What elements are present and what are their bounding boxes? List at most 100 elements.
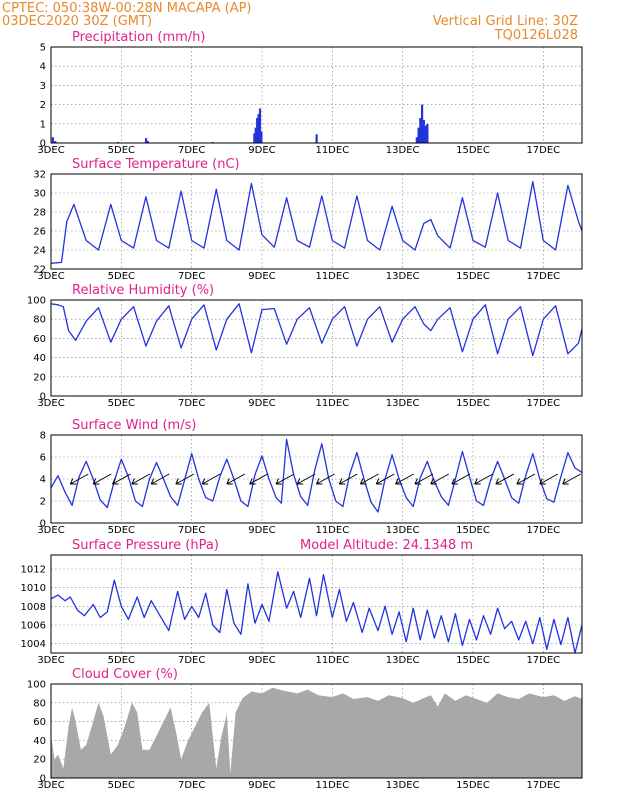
wind-vector-shaft	[275, 473, 295, 485]
precipitation-x-tick-label: 5DEC	[108, 145, 135, 156]
precipitation-bar	[420, 104, 424, 143]
wind-line	[51, 438, 582, 513]
humidity-frame	[50, 299, 583, 397]
wind-vector-shaft	[539, 473, 559, 485]
temperature-x-tick-label: 11DEC	[315, 271, 349, 282]
wind-vector-arrow	[451, 473, 471, 485]
temperature-y-tick-label: 26	[33, 227, 46, 238]
pressure-x-tick-label: 3DEC	[37, 655, 64, 666]
precipitation-bar	[260, 131, 263, 143]
header-station: CPTEC: 050:38W-00:28N MACAPA (AP)	[2, 1, 252, 16]
wind-vector-shaft	[112, 473, 131, 485]
wind-vector-head	[131, 478, 135, 485]
humidity-y-tick-label: 60	[33, 334, 46, 345]
temperature-x-tick-label: 3DEC	[37, 271, 64, 282]
humidity-y-tick-label: 20	[33, 372, 46, 383]
pressure-x-tick-label: 5DEC	[108, 655, 135, 666]
cloud-cover-x-tick-label: 7DEC	[178, 780, 205, 791]
precipitation-y-tick-label: 0	[40, 139, 46, 150]
wind-y-tick-label: 4	[40, 475, 46, 486]
temperature-y-tick-label: 32	[33, 170, 46, 181]
pressure-x-tick-label: 11DEC	[315, 655, 349, 666]
pressure-y-tick-label: 1010	[21, 583, 46, 594]
precipitation-y-tick-label: 3	[40, 81, 46, 92]
wind-vector-arrow	[338, 473, 358, 485]
wind-vector-head	[150, 478, 155, 485]
precipitation-bar	[253, 133, 256, 143]
precipitation-bar	[256, 118, 259, 143]
wind-vector-head	[395, 478, 399, 485]
precipitation-bar	[51, 137, 54, 143]
precipitation-x-tick-label: 7DEC	[178, 145, 205, 156]
humidity-x-tick-label: 5DEC	[108, 398, 135, 409]
wind-vector-shaft	[175, 473, 195, 485]
humidity-y-tick-label: 100	[27, 296, 46, 307]
precipitation-x-tick-label: 9DEC	[248, 145, 275, 156]
header-grid-note: Vertical Grid Line: 30Z	[433, 14, 578, 29]
temperature-title: Surface Temperature (nC)	[72, 157, 240, 172]
precipitation-y-tick-label: 2	[40, 100, 46, 111]
wind-vector-shaft	[376, 473, 395, 485]
pressure-plot	[51, 571, 582, 653]
wind-vector-shaft	[92, 473, 112, 485]
wind-vector-head	[92, 478, 97, 485]
cloud-cover-x-tick-label: 17DEC	[526, 780, 560, 791]
precipitation-x-tick-label: 3DEC	[37, 145, 64, 156]
temperature-x-tick-label: 15DEC	[456, 271, 490, 282]
wind-vector-head	[249, 478, 253, 485]
wind-vector-arrow	[395, 473, 414, 485]
precipitation-x-tick-label: 15DEC	[456, 145, 490, 156]
precipitation-bar	[254, 127, 257, 143]
humidity-line	[51, 303, 582, 357]
pressure-x-tick-label: 17DEC	[526, 655, 560, 666]
precipitation-y-tick-label: 5	[40, 43, 46, 54]
wind-vector-shaft	[414, 473, 434, 485]
wind-y-tick-label: 8	[40, 431, 46, 442]
wind-plot	[51, 438, 582, 513]
humidity-y-tick-label: 40	[33, 353, 46, 364]
wind-vector-arrow	[249, 473, 268, 485]
humidity-x-tick-label: 13DEC	[386, 398, 420, 409]
wind-vector-arrow	[296, 473, 316, 485]
humidity-title: Relative Humidity (%)	[72, 283, 214, 298]
wind-vector-head	[69, 478, 74, 485]
wind-vector-arrow	[360, 473, 379, 485]
cloud-cover-area	[51, 687, 582, 778]
pressure-y-tick-label: 1004	[21, 639, 46, 650]
temperature-panel: 22 24 26 28 30 32 3DEC 5DEC 7DEC 9DEC 11DEC 13DEC 15…	[33, 157, 583, 282]
wind-vector-head	[296, 478, 301, 485]
wind-vector-arrow	[316, 473, 335, 485]
wind-vector-head	[175, 478, 179, 485]
temperature-x-tick-label: 7DEC	[178, 271, 205, 282]
cloud-cover-panel: 0 20 40 60 80 100 3DEC 5DEC 7DEC 9DEC 11DEC 13DEC 15…	[27, 667, 583, 791]
wind-vector-arrow	[275, 473, 295, 485]
wind-title: Surface Wind (m/s)	[72, 418, 196, 433]
cloud-cover-x-tick-label: 13DEC	[386, 780, 420, 791]
pressure-frame	[50, 554, 583, 654]
wind-vector-arrow	[112, 473, 131, 485]
cloud-cover-y-tick-label: 80	[33, 698, 46, 709]
cloud-cover-y-tick-label: 0	[40, 774, 46, 785]
wind-vector-head	[495, 478, 499, 485]
wind-vector-head	[360, 478, 364, 485]
pressure-x-tick-label: 9DEC	[248, 655, 275, 666]
precipitation-bar	[146, 141, 149, 143]
wind-vector-shaft	[562, 473, 581, 485]
precipitation-bar	[257, 114, 260, 143]
precipitation-bar	[144, 138, 148, 143]
wind-vector-arrow	[539, 473, 559, 485]
precipitation-bar	[315, 134, 318, 143]
wind-vector-head	[275, 478, 280, 485]
wind-vector-shaft	[360, 473, 379, 485]
precipitation-bar	[424, 125, 427, 143]
humidity-y-tick-label: 0	[40, 392, 46, 403]
wind-vector-arrow	[516, 473, 536, 485]
header-model-id: TQ0126L028	[494, 28, 578, 43]
wind-vector-shaft	[516, 473, 536, 485]
precipitation-bar	[415, 137, 418, 143]
wind-vector-head	[430, 478, 434, 485]
wind-vector-arrow	[92, 473, 112, 485]
wind-vector-shaft	[70, 473, 89, 485]
pressure-panel: 1004 1006 1008 1010 1012 3DEC 5DEC 7DEC 9DEC 11DE…	[21, 538, 583, 666]
wind-y-tick-label: 2	[40, 497, 46, 508]
